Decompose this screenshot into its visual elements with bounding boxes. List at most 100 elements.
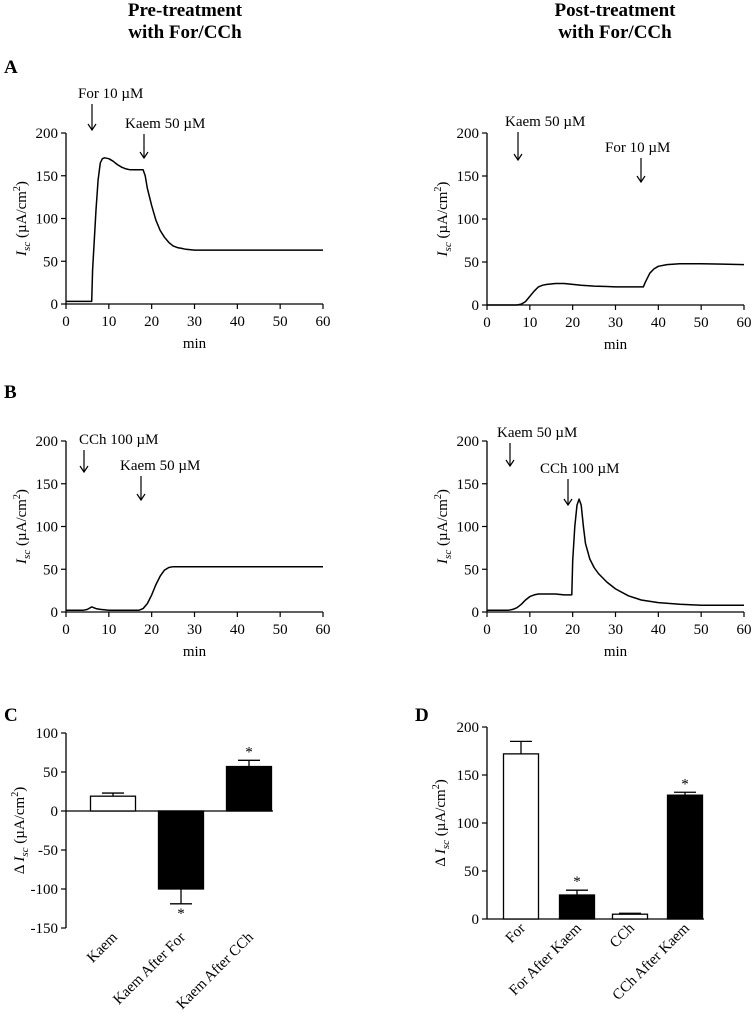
heading-post-treatment-line1: Post-treatment bbox=[554, 0, 676, 21]
chart-d-significance-marker: * bbox=[681, 776, 689, 792]
y-axis-label-prefix: Δ bbox=[433, 854, 449, 867]
chart-b-left-y-tick-label: 50 bbox=[43, 562, 58, 578]
chart-a-left-y-tick-label: 150 bbox=[36, 169, 59, 185]
chart-b-right-x-tick-label: 10 bbox=[522, 622, 537, 638]
chart-d-bar bbox=[502, 753, 540, 920]
chart-a-right-y-tick-label: 150 bbox=[457, 169, 480, 185]
chart-b-right-y-tick-label: 200 bbox=[457, 434, 480, 450]
chart-a-left-x-tick-label: 20 bbox=[144, 314, 159, 330]
chart-b-right-x-tick-label: 30 bbox=[608, 622, 623, 638]
chart-a-right-x-axis-label: min bbox=[604, 337, 628, 353]
y-axis-label-subscript: sc bbox=[442, 242, 454, 251]
chart-b-left-annotation-label: Kaem 50 µM bbox=[120, 458, 200, 474]
chart-b-left-x-tick-label: 60 bbox=[316, 622, 331, 638]
y-axis-label-close: ) bbox=[14, 489, 30, 494]
chart-d-y-tick-label: 200 bbox=[457, 720, 480, 736]
chart-d-y-tick-label: 0 bbox=[472, 912, 480, 928]
heading-pre-treatment-line1: Pre-treatment bbox=[127, 0, 243, 21]
chart-d-bar bbox=[666, 794, 704, 920]
chart-b-left-x-tick-label: 20 bbox=[144, 622, 159, 638]
heading-post-treatment: Post-treatment with For/CCh bbox=[520, 0, 710, 44]
chart-a-left-y-tick-label: 200 bbox=[36, 126, 59, 142]
y-axis-label: Isc (µA/cm2) bbox=[433, 489, 454, 565]
chart-b-left-annotation-arrow-head bbox=[79, 465, 89, 474]
chart-d-y-tick-label: 150 bbox=[457, 768, 480, 784]
chart-b-left-x-tick-label: 50 bbox=[273, 622, 288, 638]
y-axis-label-close: ) bbox=[14, 181, 30, 186]
chart-c-category-label: Kaem After For bbox=[110, 930, 188, 1008]
heading-pre-treatment: Pre-treatment with For/CCh bbox=[90, 0, 280, 44]
y-axis-label-unit: (µA/cm bbox=[14, 191, 30, 242]
chart-b-left-trace bbox=[66, 565, 323, 612]
chart-b-right-x-tick-label: 50 bbox=[694, 622, 709, 638]
chart-a-left-trace bbox=[66, 157, 323, 303]
chart-b-right-annotation-arrow-head bbox=[505, 459, 515, 468]
chart-b-right-annotation-label: CCh 100 µM bbox=[540, 461, 620, 477]
chart-a-left-annotation-label: For 10 µM bbox=[78, 86, 143, 102]
chart-b-right-x-tick-label: 20 bbox=[565, 622, 580, 638]
chart-a-left-annotation-label: Kaem 50 µM bbox=[125, 116, 205, 132]
chart-a-right-x-tick-label: 20 bbox=[565, 315, 580, 331]
chart-b-right-annotation-arrow-head bbox=[563, 498, 573, 507]
y-axis-label-subscript: sc bbox=[21, 242, 33, 251]
chart-c-bar bbox=[225, 765, 273, 812]
chart-a-right-annotation-arrow-head bbox=[513, 153, 523, 162]
chart-a-right-x-tick-label: 50 bbox=[694, 315, 709, 331]
y-axis-label-main: I bbox=[14, 558, 30, 565]
y-axis-label: Isc (µA/cm2) bbox=[433, 182, 454, 258]
chart-d-category-label: CCh bbox=[607, 920, 638, 951]
chart-a-left-x-tick-label: 40 bbox=[230, 314, 245, 330]
chart-b-right-y-tick-label: 50 bbox=[464, 562, 479, 578]
y-axis-label-close: ) bbox=[435, 182, 451, 187]
chart-b-left-y-tick-label: 100 bbox=[36, 520, 59, 536]
panel-label-d: D bbox=[415, 705, 429, 726]
chart-c-significance-marker: * bbox=[245, 744, 253, 760]
chart-b-right-y-tick-label: 150 bbox=[457, 477, 480, 493]
y-axis-label-prefix: Δ bbox=[12, 862, 28, 875]
chart-d-significance-marker: * bbox=[573, 874, 581, 890]
y-axis-label-unit: (µA/cm bbox=[433, 789, 449, 840]
y-axis-label-superscript: 2 bbox=[12, 494, 23, 499]
chart-c-y-tick-label: -150 bbox=[31, 921, 59, 937]
chart-d-bar bbox=[611, 913, 649, 920]
chart-d-bar bbox=[558, 894, 596, 920]
panel-label-b: B bbox=[4, 382, 17, 403]
y-axis-label-main: I bbox=[435, 558, 451, 565]
panel-label-c: C bbox=[4, 705, 18, 726]
y-axis-label-close: ) bbox=[433, 779, 449, 784]
heading-post-treatment-line2: with For/CCh bbox=[558, 22, 672, 43]
chart-a-right-y-tick-label: 0 bbox=[472, 298, 480, 314]
chart-c-y-tick-label: 50 bbox=[43, 765, 58, 781]
y-axis-label-close: ) bbox=[435, 489, 451, 494]
chart-b-left-x-tick-label: 30 bbox=[187, 622, 202, 638]
chart-b-left-y-tick-label: 200 bbox=[36, 434, 59, 450]
y-axis-label-close: ) bbox=[12, 787, 28, 792]
chart-a-left-x-tick-label: 0 bbox=[62, 314, 70, 330]
chart-a-left-y-tick-label: 50 bbox=[43, 254, 58, 270]
y-axis-label-unit: (µA/cm bbox=[14, 499, 30, 550]
chart-c-significance-marker: * bbox=[177, 906, 185, 922]
chart-d-y-tick-label: 50 bbox=[464, 864, 479, 880]
y-axis-label: Isc (µA/cm2) bbox=[12, 181, 33, 257]
chart-b-left-x-tick-label: 40 bbox=[230, 622, 245, 638]
chart-a-right-x-tick-label: 40 bbox=[651, 315, 666, 331]
chart-b-right-x-tick-label: 0 bbox=[483, 622, 491, 638]
chart-a-left-annotation-arrow-head bbox=[139, 151, 149, 160]
chart-c-category-label: Kaem bbox=[84, 929, 121, 966]
chart-a-left-y-tick-label: 100 bbox=[36, 212, 59, 228]
chart-b-left-annotation-label: CCh 100 µM bbox=[79, 432, 159, 448]
chart-b-right-x-axis-label: min bbox=[604, 644, 628, 660]
y-axis-label-superscript: 2 bbox=[433, 494, 444, 499]
chart-a-left-annotation-arrow-head bbox=[87, 123, 97, 132]
chart-a-right-x-tick-label: 10 bbox=[522, 315, 537, 331]
y-axis-label-superscript: 2 bbox=[431, 784, 442, 789]
chart-c-y-tick-label: 0 bbox=[51, 804, 59, 820]
chart-a-left-x-axis-label: min bbox=[183, 336, 207, 352]
y-axis-label-superscript: 2 bbox=[10, 792, 21, 797]
y-axis-label-superscript: 2 bbox=[12, 186, 23, 191]
panel-label-a: A bbox=[4, 57, 18, 78]
chart-b-left-x-axis-label: min bbox=[183, 644, 207, 660]
chart-b-left-x-tick-label: 10 bbox=[101, 622, 116, 638]
chart-a-right-x-tick-label: 30 bbox=[608, 315, 623, 331]
